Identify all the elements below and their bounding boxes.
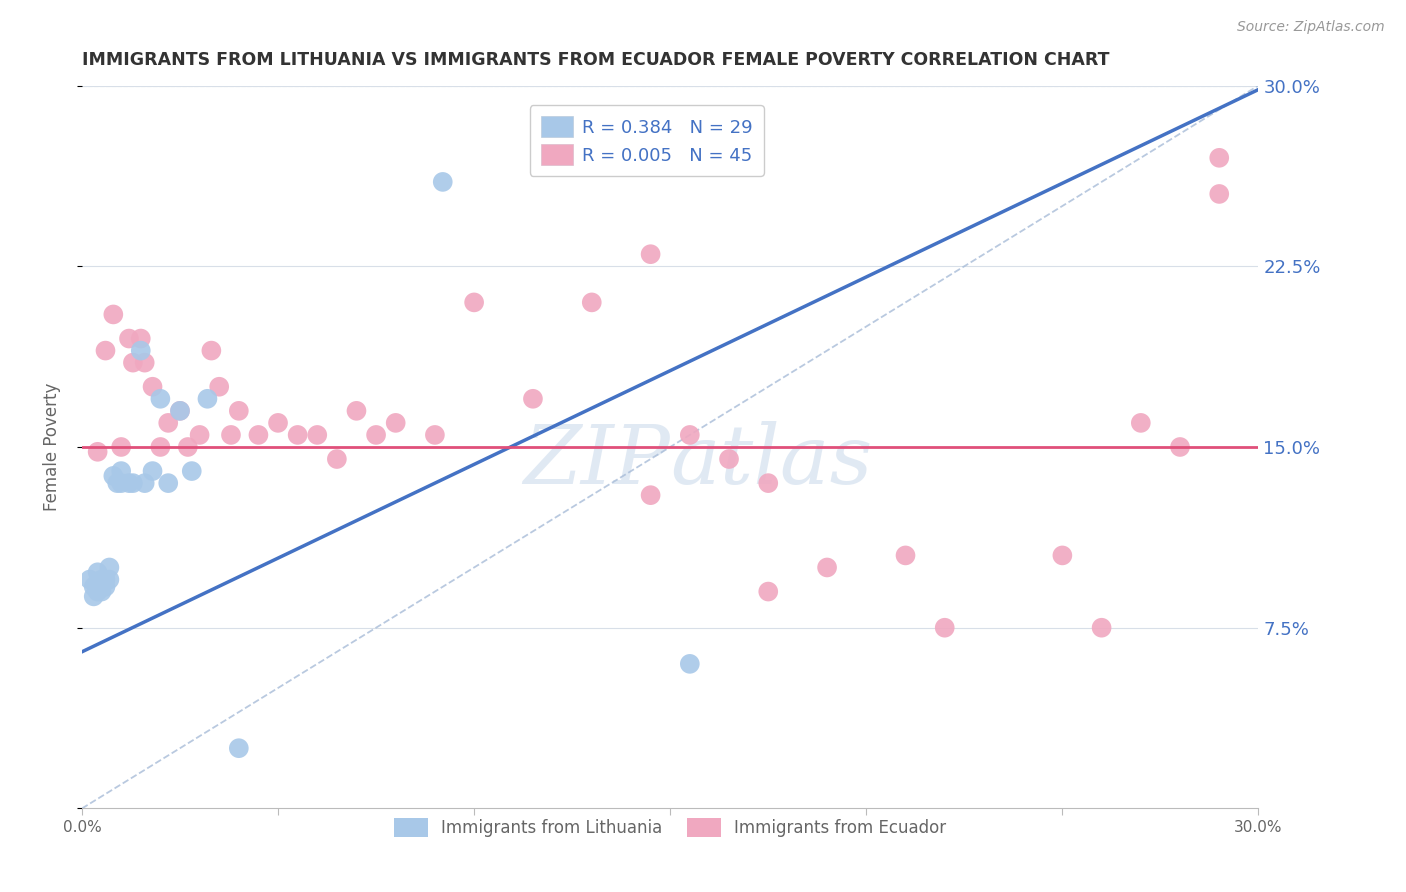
Point — [247, 428, 270, 442]
Point — [432, 175, 454, 189]
Point — [110, 476, 132, 491]
Point — [103, 308, 125, 322]
Point — [581, 295, 603, 310]
Point — [894, 549, 917, 563]
Point — [177, 440, 200, 454]
Point — [122, 356, 145, 370]
Text: atlas: atlas — [671, 421, 873, 501]
Point — [118, 476, 141, 491]
Point — [83, 590, 105, 604]
Point — [200, 343, 222, 358]
Point — [384, 416, 406, 430]
Point — [94, 343, 117, 358]
Text: ZIP: ZIP — [523, 421, 671, 501]
Point — [86, 566, 108, 580]
Point — [326, 452, 349, 467]
Point — [679, 657, 702, 671]
Y-axis label: Female Poverty: Female Poverty — [44, 383, 60, 511]
Point — [640, 488, 662, 502]
Point — [197, 392, 219, 406]
Point — [83, 580, 105, 594]
Point — [287, 428, 309, 442]
Legend: Immigrants from Lithuania, Immigrants from Ecuador: Immigrants from Lithuania, Immigrants fr… — [388, 811, 953, 844]
Point — [118, 332, 141, 346]
Point — [94, 580, 117, 594]
Point — [149, 392, 172, 406]
Point — [157, 476, 180, 491]
Point — [90, 573, 112, 587]
Point — [423, 428, 446, 442]
Point — [122, 476, 145, 491]
Point — [169, 404, 191, 418]
Point — [679, 428, 702, 442]
Point — [129, 343, 152, 358]
Point — [188, 428, 211, 442]
Point — [103, 469, 125, 483]
Point — [1208, 186, 1230, 201]
Point — [105, 476, 128, 491]
Point — [364, 428, 387, 442]
Point — [86, 584, 108, 599]
Point — [307, 428, 329, 442]
Point — [1090, 621, 1112, 635]
Point — [169, 404, 191, 418]
Point — [110, 464, 132, 478]
Point — [219, 428, 242, 442]
Point — [756, 584, 779, 599]
Point — [90, 584, 112, 599]
Point — [718, 452, 741, 467]
Text: Source: ZipAtlas.com: Source: ZipAtlas.com — [1237, 20, 1385, 34]
Point — [141, 380, 163, 394]
Text: IMMIGRANTS FROM LITHUANIA VS IMMIGRANTS FROM ECUADOR FEMALE POVERTY CORRELATION : IMMIGRANTS FROM LITHUANIA VS IMMIGRANTS … — [82, 51, 1109, 69]
Point — [463, 295, 485, 310]
Point — [86, 444, 108, 458]
Point — [134, 356, 156, 370]
Point — [267, 416, 290, 430]
Point — [79, 573, 101, 587]
Point — [98, 560, 121, 574]
Point — [1168, 440, 1191, 454]
Point — [141, 464, 163, 478]
Point — [815, 560, 838, 574]
Point — [149, 440, 172, 454]
Point — [180, 464, 202, 478]
Point — [1129, 416, 1152, 430]
Point — [134, 476, 156, 491]
Point — [346, 404, 368, 418]
Point — [522, 392, 544, 406]
Point — [157, 416, 180, 430]
Point — [94, 573, 117, 587]
Point — [756, 476, 779, 491]
Point — [1052, 549, 1074, 563]
Point — [1208, 151, 1230, 165]
Point — [640, 247, 662, 261]
Point — [110, 440, 132, 454]
Point — [208, 380, 231, 394]
Point — [934, 621, 956, 635]
Point — [98, 573, 121, 587]
Point — [228, 404, 250, 418]
Point — [86, 574, 108, 589]
Point — [129, 332, 152, 346]
Point — [228, 741, 250, 756]
